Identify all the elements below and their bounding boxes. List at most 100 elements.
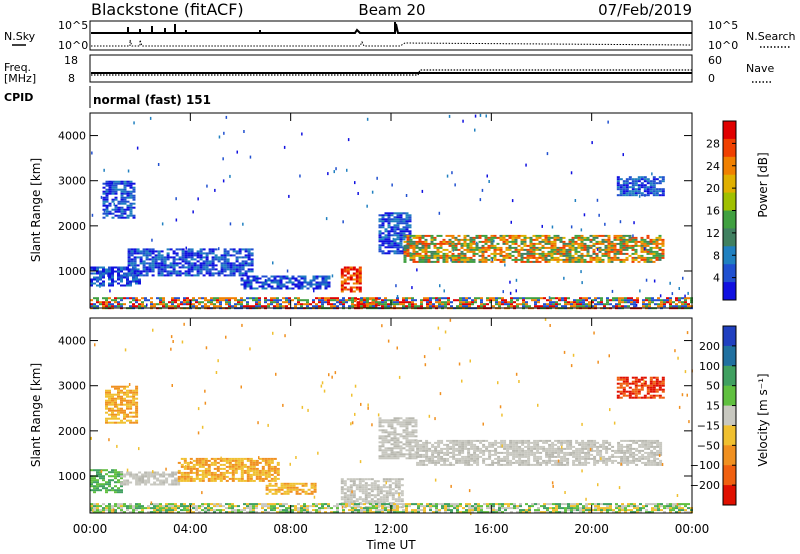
echo-cell [515,453,519,456]
echo-cell [276,477,280,480]
echo-cell [684,297,687,300]
echo-cell [279,287,283,290]
echo-cell [416,461,420,464]
echo-cell [511,234,515,237]
echo-cell [321,305,324,308]
echo-cell [640,248,644,251]
echo-cell [208,252,212,255]
echo-cell [255,299,258,302]
freq-tick-bottom: 8 [68,72,75,85]
echo-cell [114,469,117,472]
echo-cell [529,240,533,243]
echo-cell [321,283,325,286]
echo-cell [123,475,127,478]
echo-cell [446,459,450,462]
echo-cell [382,486,386,489]
echo-cell [327,297,330,300]
echo-cell [527,461,531,464]
echo-cell [451,256,455,259]
echo-cell [192,459,196,462]
echo-cell [289,486,293,489]
echo-cell [184,274,188,277]
echo-cell [610,256,614,259]
echo-cell [589,260,593,263]
echo-cell [619,192,623,195]
echo-cell [446,451,450,454]
echo-cell [291,277,295,280]
echo-cell [204,305,207,308]
echo-cell [252,473,256,476]
echo-cell [403,258,407,261]
echo-cell [126,190,130,193]
echo-cell [135,297,138,300]
echo-cell [208,250,212,253]
echo-cell [414,421,418,424]
echo-cell [575,459,579,462]
echo-cell [587,451,591,454]
echo-cell [96,479,99,482]
echo-cell [462,297,465,300]
echo-cell [414,455,418,458]
echo-cell [521,439,525,442]
echo-cell [301,490,305,493]
echo-cell [381,305,384,308]
echo-cell [412,258,416,261]
echo-cell [415,236,419,239]
echo-cell [243,299,246,302]
echo-cell [533,457,537,460]
echo-cell [258,479,262,482]
echo-cell [102,202,106,205]
echo-cell [216,475,220,478]
echo-cell [270,461,274,464]
echo-cell [198,463,202,466]
echo-cell [505,238,509,241]
echo-cell [405,453,409,456]
echo-cell [482,459,486,462]
echo-cell [518,439,522,442]
echo-cell [430,234,434,237]
echo-cell [387,455,391,458]
echo-cell [387,244,391,247]
echo-cell [515,449,519,452]
echo-cell [160,258,164,261]
echo-cell [211,256,215,259]
echo-cell [586,252,590,255]
echo-cell [618,299,621,302]
echo-cell [340,480,344,483]
echo-cell [437,298,439,302]
echo-cell [376,480,380,483]
noise-tick-right-top: 10^5 [708,19,738,32]
echo-cell [508,236,512,239]
echo-cell [273,275,277,278]
echo-cell [255,287,259,290]
echo-cell [153,471,157,474]
echo-cell [607,242,611,245]
echo-cell [195,461,199,464]
echo-cell [586,250,590,253]
echo-cell [405,427,409,430]
echo-cell [601,252,605,255]
echo-cell [684,299,687,302]
echo-cell [169,264,173,267]
echo-cell [640,192,644,195]
echo-cell [261,469,265,472]
echo-cell [484,242,488,245]
echo-cell [479,455,483,458]
echo-cell [508,240,512,243]
echo-cell [393,230,397,233]
echo-cell [216,299,219,302]
echo-cell [132,473,136,476]
echo-cell [646,242,650,245]
echo-cell [589,240,593,243]
echo-cell [135,276,138,279]
echo-cell [581,443,585,446]
echo-cell [535,248,539,251]
echo-cell [246,281,250,284]
echo-cell [150,475,154,478]
echo-cell [619,248,623,251]
echo-cell [378,437,382,440]
echo-cell [360,297,363,300]
echo-cell [123,473,127,476]
echo-cell [117,389,120,392]
echo-cell [393,242,397,245]
